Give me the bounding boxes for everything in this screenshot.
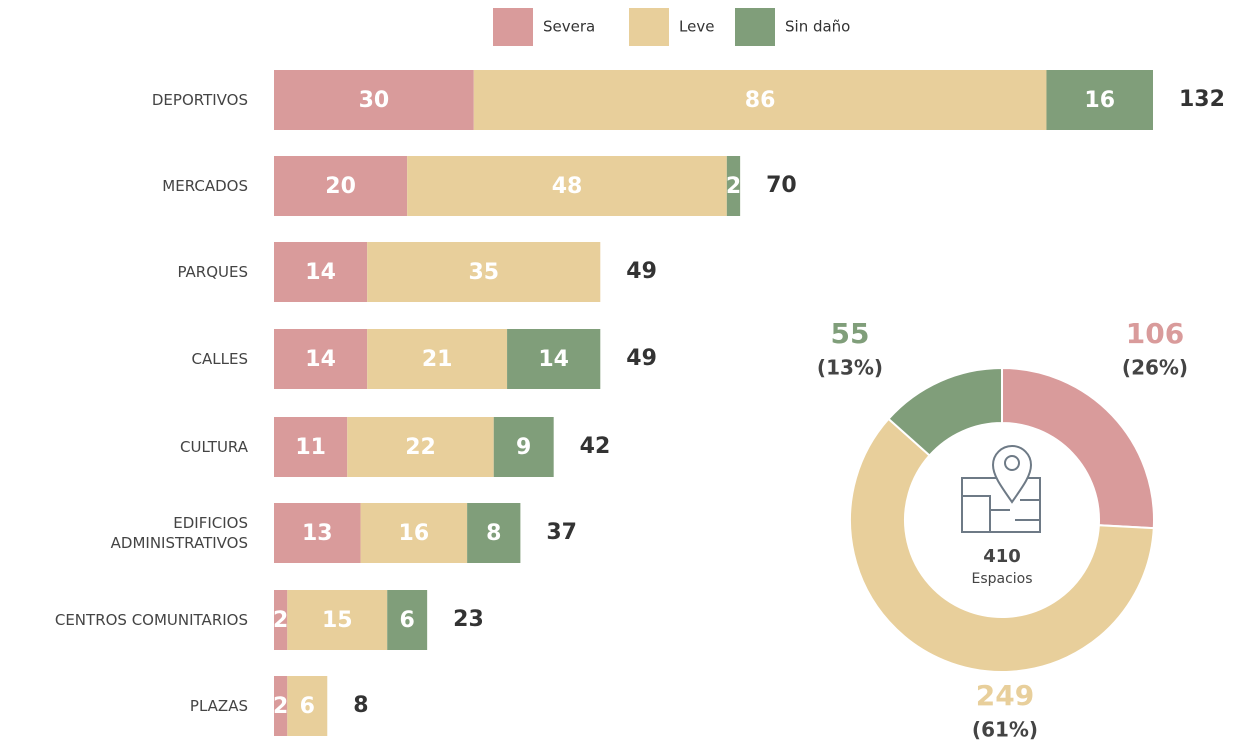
segment-label: 14 (305, 260, 336, 285)
bar-segment (1046, 70, 1153, 130)
segment-label: 14 (305, 347, 336, 372)
bar-segment (274, 70, 474, 130)
legend-label: Severa (543, 18, 595, 36)
legend-swatch (735, 8, 775, 46)
bar-segment (287, 590, 388, 650)
segment-label: 2 (273, 608, 288, 633)
slice-value: 55 (831, 317, 870, 350)
segment-label: 2 (273, 694, 288, 719)
slice-percent: (13%) (817, 356, 883, 380)
bar-segment (467, 503, 521, 563)
total-label: 23 (453, 607, 484, 632)
segment-label: 30 (359, 88, 390, 113)
category-label: DEPORTIVOS (151, 91, 248, 109)
bar-segment (507, 329, 601, 389)
segment-label: 9 (516, 435, 531, 460)
segment-label: 16 (1084, 88, 1115, 113)
legend-swatch (493, 8, 533, 46)
segment-label: 35 (468, 260, 499, 285)
category-label: MERCADOS (162, 177, 248, 195)
total-label: 8 (353, 693, 368, 718)
category-label: CULTURA (180, 438, 248, 456)
segment-label: 16 (399, 521, 430, 546)
legend-label: Leve (679, 18, 714, 36)
total-label: 70 (766, 173, 797, 198)
bar-segment (274, 503, 361, 563)
total-label: 49 (626, 346, 657, 371)
bar-segment (493, 417, 554, 477)
bar-segment (360, 503, 468, 563)
bar-segment (367, 329, 508, 389)
bar-segment (274, 417, 348, 477)
segment-label: 6 (300, 694, 315, 719)
segment-label: 20 (325, 174, 356, 199)
bar-segment (274, 590, 288, 650)
slice-percent: (61%) (972, 718, 1038, 742)
donut-slice (887, 366, 1003, 457)
map-icon (961, 445, 1041, 533)
segment-label: 15 (322, 608, 353, 633)
segment-label: 13 (302, 521, 333, 546)
segment-label: 21 (422, 347, 453, 372)
segment-label: 8 (486, 521, 501, 546)
donut-slice (1001, 366, 1155, 530)
bar-segment (726, 156, 741, 216)
total-label: 49 (626, 259, 657, 284)
legend-label: Sin daño (785, 18, 850, 36)
segment-label: 6 (400, 608, 415, 633)
bar-segment (274, 329, 368, 389)
bar-segment (387, 590, 428, 650)
segment-label: 22 (405, 435, 436, 460)
category-label: CENTROS COMUNITARIOS (54, 611, 248, 629)
category-label: CALLES (191, 350, 248, 368)
bar-segment (274, 156, 408, 216)
legend-swatch (629, 8, 669, 46)
total-label: 37 (546, 520, 577, 545)
bar-segment (274, 676, 288, 736)
slice-value: 106 (1126, 317, 1184, 350)
bar-segment (274, 242, 368, 302)
category-label: PLAZAS (189, 697, 248, 715)
center-label: Espacios (971, 571, 1032, 587)
donut-slice (849, 417, 1155, 673)
total-label: 42 (580, 434, 611, 459)
category-label: EDIFICIOS ADMINISTRATIVOS (110, 514, 248, 552)
segment-label: 2 (726, 174, 741, 199)
bar-segment (287, 676, 328, 736)
segment-label: 14 (538, 347, 569, 372)
category-label: PARQUES (177, 263, 248, 281)
bar-segment (473, 70, 1047, 130)
segment-label: 48 (552, 174, 583, 199)
center-total: 410 (983, 546, 1021, 567)
segment-label: 11 (295, 435, 326, 460)
bar-segment (367, 242, 601, 302)
bar-segment (407, 156, 727, 216)
bar-segment (347, 417, 494, 477)
slice-value: 249 (976, 679, 1034, 712)
slice-percent: (26%) (1122, 356, 1188, 380)
segment-label: 86 (745, 88, 776, 113)
total-label: 132 (1179, 87, 1225, 112)
